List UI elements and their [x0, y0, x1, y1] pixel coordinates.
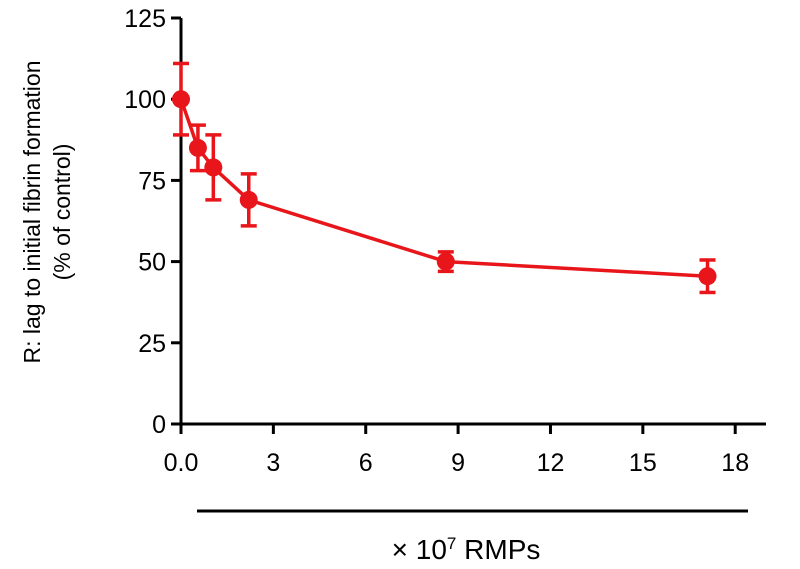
x-tick-label: 18	[721, 449, 749, 477]
data-point	[239, 190, 258, 209]
y-axis-title-line-2: (% of control)	[49, 144, 75, 281]
x-axis-title-suffix: RMPs	[456, 534, 540, 565]
x-tick-label: 12	[537, 449, 565, 477]
y-tick-label: 125	[124, 5, 166, 33]
x-tick-label: 6	[359, 449, 373, 477]
data-point	[698, 267, 717, 286]
x-axis-ticks: 0.0 3 6 9 12 15 18	[164, 424, 749, 477]
series-group	[172, 61, 717, 295]
y-tick-label: 75	[138, 167, 166, 195]
data-point	[172, 90, 190, 109]
data-point	[204, 158, 223, 177]
x-axis-title-prefix: × 10	[392, 534, 447, 565]
x-tick-label: 3	[266, 449, 280, 477]
y-tick-label: 50	[138, 249, 166, 277]
y-axis-title-line-1: R: lag to initial fibrin formation	[19, 61, 45, 364]
x-tick-label: 15	[629, 449, 657, 477]
series-line	[179, 98, 708, 278]
x-tick-label: 9	[451, 449, 465, 477]
data-point	[436, 252, 455, 271]
y-axis-title: R: lag to initial fibrin formation (% of…	[19, 61, 75, 364]
x-tick-label: 0.0	[164, 449, 199, 477]
y-tick-label: 25	[138, 330, 166, 358]
data-point	[188, 138, 207, 157]
y-tick-label: 100	[124, 86, 166, 114]
y-axis-ticks: 0 25 50 75 100 125	[124, 5, 181, 439]
y-tick-label: 0	[152, 411, 166, 439]
x-axis-title: × 107 RMPs	[392, 534, 541, 565]
x-axis-title-exponent: 7	[447, 534, 456, 553]
axes	[179, 18, 766, 426]
